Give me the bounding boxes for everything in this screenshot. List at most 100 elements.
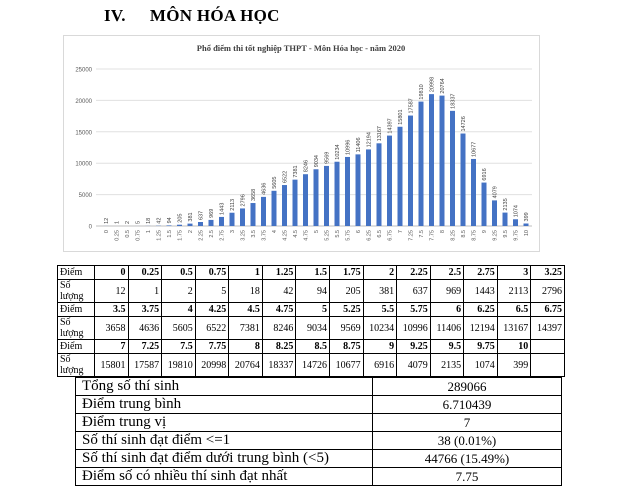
x-tick-label: 10	[524, 230, 530, 236]
stat-label: Điểm trung vị	[75, 413, 373, 432]
x-tick-label: 0.5	[125, 230, 131, 238]
stat-value: 7.75	[372, 467, 562, 486]
count-cell: 2796	[530, 279, 565, 303]
score-row: Điểm 3.5 3.75 4 4.25 4.5 4.75 5 5.25 5.5 5.75 6 6.25…	[57, 302, 565, 317]
score-cell: 5.5	[362, 302, 398, 317]
stat-value: 44766 (15.49%)	[372, 449, 562, 468]
bar	[418, 101, 424, 226]
data-label: 399	[524, 212, 530, 221]
x-tick-label: 8.75	[472, 230, 478, 241]
data-label: 12	[104, 218, 110, 224]
stat-label: Điểm số có nhiều thí sinh đạt nhất	[75, 467, 373, 486]
score-cell: 8.5	[295, 339, 330, 354]
count-label: Số lượng	[57, 353, 95, 377]
y-tick-label: 15000	[75, 130, 92, 136]
data-label: 4636	[262, 183, 268, 195]
count-cell: 9034	[295, 316, 330, 340]
bar	[502, 212, 508, 226]
score-label: Điểm	[57, 302, 95, 317]
x-tick-label: 7.25	[409, 230, 415, 241]
data-label: 11406	[356, 137, 362, 152]
stat-value: 7	[372, 413, 562, 432]
score-cell: 4.75	[261, 302, 297, 317]
data-label: 1074	[514, 205, 520, 217]
bar	[450, 110, 455, 226]
data-label: 4079	[493, 186, 499, 198]
score-cell: 1	[228, 265, 263, 280]
count-cell: 2135	[429, 353, 465, 377]
chart-svg: Phổ điểm thi tốt nghiệp THPT - Môn Hóa h…	[75, 43, 532, 241]
distribution-table: Điểm 0 0.25 0.5 0.75 1 1.25 1.5 1.75 2 2.25 2.5 2.75…	[57, 265, 565, 377]
bar	[250, 203, 256, 226]
count-cell: 20764	[228, 353, 263, 377]
data-label: 637	[199, 211, 205, 220]
data-label: 969	[209, 209, 215, 218]
x-tick-label: 9.75	[514, 230, 520, 241]
bar	[387, 135, 392, 226]
bar	[471, 158, 476, 226]
score-distribution-chart: Phổ điểm thi tốt nghiệp THPT - Môn Hóa h…	[63, 35, 540, 252]
bar	[271, 190, 277, 226]
score-cell: 6	[429, 302, 465, 317]
bar	[261, 196, 266, 226]
count-cell: 8246	[261, 316, 297, 340]
data-label: 2796	[241, 194, 247, 206]
x-tick-label: 0	[104, 230, 110, 233]
x-tick-label: 6	[356, 230, 362, 233]
stat-label: Tổng số thí sinh	[75, 377, 373, 396]
count-cell: 2113	[496, 279, 532, 303]
count-cell: 12	[93, 279, 129, 303]
x-tick-label: 7.75	[430, 230, 436, 241]
data-label: 10234	[335, 144, 341, 159]
x-tick-label: 3.75	[262, 230, 268, 241]
count-label: Số lượng	[57, 316, 95, 340]
score-cell: 2.25	[396, 265, 431, 280]
data-label: 2135	[503, 198, 509, 210]
bar	[345, 156, 350, 226]
x-tick-label: 0.75	[136, 230, 142, 241]
bar	[303, 174, 308, 226]
x-tick-label: 7	[398, 230, 404, 233]
stat-label: Số thí sinh đạt điểm dưới trung bình (<5…	[75, 449, 373, 468]
score-cell: 8.25	[261, 339, 297, 354]
data-label: 1443	[220, 203, 226, 215]
bar	[513, 219, 518, 226]
y-tick-label: 25000	[75, 68, 92, 74]
data-label: 7381	[293, 165, 299, 177]
count-cell: 6916	[362, 353, 398, 377]
count-cell: 7381	[228, 316, 263, 340]
count-cell: 6522	[194, 316, 230, 340]
score-cell	[530, 339, 565, 354]
x-tick-label: 3	[230, 230, 236, 233]
data-label: 42	[157, 218, 163, 224]
x-tick-label: 4.75	[304, 230, 310, 241]
chart-title: Phổ điểm thi tốt nghiệp THPT - Môn Hóa h…	[197, 43, 405, 53]
bar	[219, 216, 224, 226]
score-cell: 0.25	[127, 265, 163, 280]
count-cell: 4636	[127, 316, 163, 340]
score-cell: 8	[228, 339, 263, 354]
score-cell: 3.75	[127, 302, 163, 317]
score-cell: 1.75	[329, 265, 364, 280]
count-cell: 11406	[429, 316, 465, 340]
stat-row: Tổng số thí sinh 289066	[75, 377, 562, 396]
score-cell: 10	[496, 339, 532, 354]
stat-label: Điểm trung bình	[75, 395, 373, 414]
data-label: 205	[178, 214, 184, 223]
bar	[166, 225, 172, 226]
count-cell: 10234	[362, 316, 398, 340]
bar	[208, 219, 214, 226]
count-cell: 5	[194, 279, 230, 303]
score-label: Điểm	[57, 265, 95, 280]
data-label: 6916	[482, 168, 488, 180]
count-cell	[530, 353, 565, 377]
score-cell: 7.25	[127, 339, 163, 354]
data-label: 1	[115, 221, 121, 224]
count-cell: 19810	[161, 353, 196, 377]
count-cell: 15801	[93, 353, 129, 377]
data-label: 14397	[388, 118, 394, 133]
data-label: 20998	[430, 77, 436, 92]
x-tick-label: 5.5	[335, 230, 341, 238]
data-label: 2	[125, 221, 131, 224]
x-tick-label: 8.5	[461, 230, 467, 238]
